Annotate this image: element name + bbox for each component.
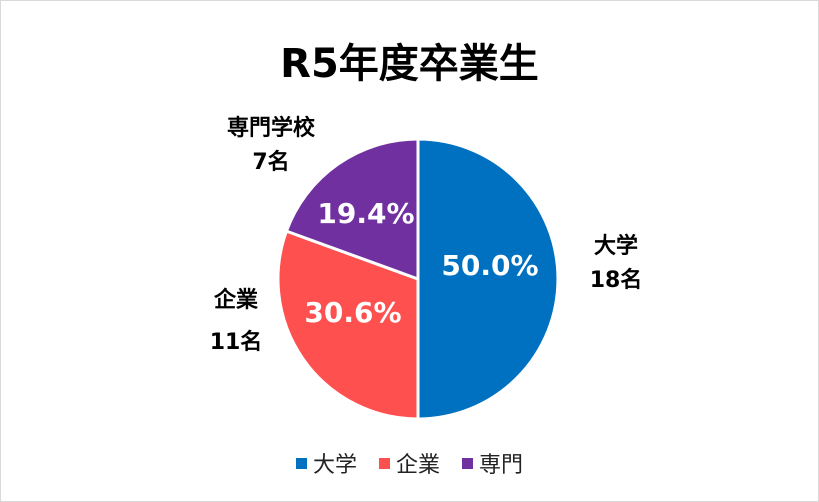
legend-label-kigyou: 企業 — [395, 453, 440, 478]
percent-label-daigaku: 50.0% — [441, 249, 538, 282]
legend-item-senmon: 専門 — [462, 447, 523, 479]
outer-label-kigyou: 企業 — [213, 287, 259, 313]
count-label-kigyou: 11名 — [210, 329, 263, 355]
legend-swatch-daigaku — [295, 457, 307, 469]
outer-label-senmon: 専門学校 — [227, 115, 316, 141]
legend-label-daigaku: 大学 — [312, 453, 357, 478]
legend: 大学 企業 専門 — [1, 447, 818, 479]
outer-label-daigaku: 大学 — [594, 233, 638, 259]
percent-label-senmon: 19.4% — [317, 197, 414, 230]
pie-slice-kigyou — [276, 229, 420, 421]
count-label-senmon: 7名 — [252, 149, 289, 175]
legend-item-kigyou: 企業 — [378, 447, 440, 479]
legend-swatch-senmon — [462, 457, 473, 469]
pie-slice-senmon — [284, 137, 420, 282]
legend-label-senmon: 専門 — [479, 453, 524, 478]
legend-item-daigaku: 大学 — [295, 447, 357, 479]
chart-title: R5年度卒業生 — [280, 41, 539, 87]
pie-slice-daigaku — [416, 137, 560, 421]
count-label-daigaku: 18名 — [590, 267, 643, 293]
percent-label-kigyou: 30.6% — [304, 296, 401, 329]
legend-swatch-kigyou — [378, 457, 390, 469]
